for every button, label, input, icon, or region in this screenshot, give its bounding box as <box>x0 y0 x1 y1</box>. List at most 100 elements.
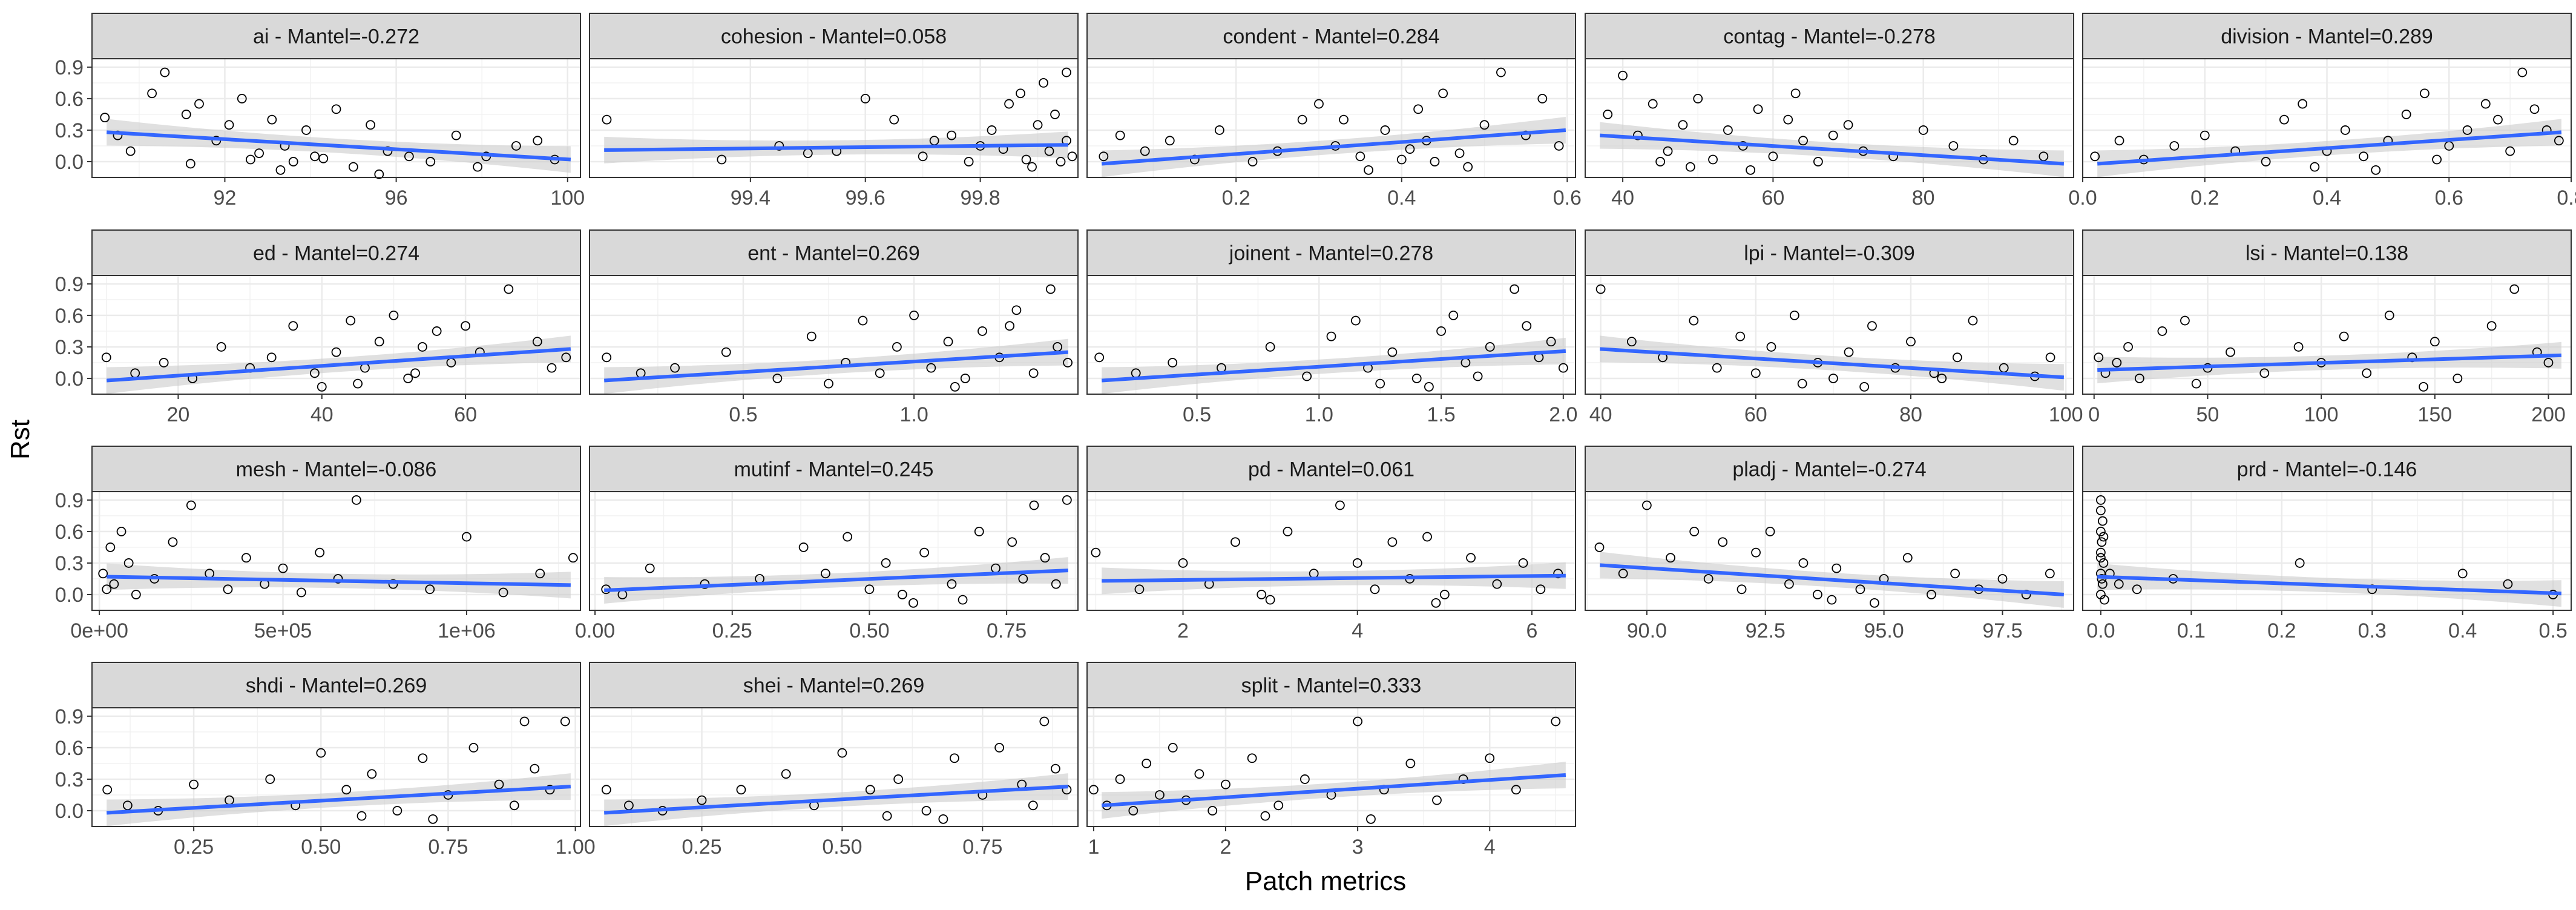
data-point <box>960 374 970 383</box>
data-point <box>1536 584 1546 595</box>
x-tick-label: 1.00 <box>556 836 596 859</box>
data-point <box>1551 716 1561 727</box>
data-point <box>1208 806 1218 816</box>
data-point <box>1952 352 1962 363</box>
data-point <box>2099 595 2109 605</box>
data-point <box>2298 99 2308 109</box>
data-point <box>1473 371 1483 381</box>
data-point <box>1007 537 1017 547</box>
panel-plot-area <box>1087 492 1576 610</box>
y-tick-label: 0.6 <box>55 88 84 111</box>
panel-border <box>589 707 1079 827</box>
data-point <box>1448 311 1459 320</box>
panel-strip <box>91 13 581 59</box>
panel-strip <box>1086 662 1576 708</box>
data-point <box>1746 165 1756 175</box>
data-point <box>1918 125 1928 135</box>
data-point <box>919 547 930 558</box>
data-point <box>1485 342 1495 352</box>
panel-border <box>1086 275 1576 395</box>
data-point <box>102 785 113 795</box>
data-point <box>2132 584 2142 595</box>
x-tick-label: 0.00 <box>575 619 615 642</box>
data-point <box>1021 154 1031 165</box>
x-tick-label: 1e+06 <box>438 619 496 642</box>
x-tick-label: 20 <box>166 403 189 426</box>
data-point <box>1689 315 1699 326</box>
data-point <box>1723 125 1733 135</box>
panel-title: ai - Mantel=-0.272 <box>253 25 419 48</box>
data-point <box>1063 358 1073 368</box>
data-point <box>2554 136 2564 146</box>
x-tick-label: 60 <box>454 403 477 426</box>
data-point <box>404 151 414 162</box>
data-point <box>246 154 255 165</box>
data-point <box>494 779 504 790</box>
data-point <box>843 532 853 542</box>
data-point <box>346 315 356 326</box>
data-point <box>1492 579 1502 589</box>
trend-line <box>604 569 1068 593</box>
data-point <box>2543 358 2554 368</box>
x-tick-label: 1.0 <box>899 403 928 426</box>
y-tick-label: 0.9 <box>55 705 84 728</box>
data-point <box>101 352 111 363</box>
y-tick-label: 0.3 <box>55 336 84 359</box>
data-point <box>1005 321 1015 331</box>
x-tick-label: 97.5 <box>1982 619 2022 642</box>
data-point <box>2359 151 2368 162</box>
x-tick-label: 0.50 <box>301 836 341 859</box>
data-point <box>216 342 226 352</box>
data-point <box>717 154 727 165</box>
data-point <box>2123 342 2133 352</box>
data-point <box>1257 590 1267 599</box>
x-tick-label: 0.4 <box>1387 186 1416 209</box>
data-point <box>1247 157 1258 167</box>
data-point <box>315 547 325 558</box>
data-point <box>504 284 514 294</box>
x-tick-label: 0.3 <box>2358 619 2387 642</box>
trend-line <box>604 785 1069 815</box>
x-tick-label: 100 <box>2304 403 2339 426</box>
x-tick-label: 0.5 <box>729 403 757 426</box>
data-point <box>1380 125 1390 135</box>
data-point <box>908 598 918 608</box>
data-point <box>1867 321 1877 331</box>
y-axis-title: Rst <box>5 420 35 460</box>
panel-title: mesh - Mantel=-0.086 <box>236 458 437 481</box>
data-point <box>2340 125 2350 135</box>
data-point <box>602 352 612 363</box>
x-tick-label: 99.8 <box>961 186 1000 209</box>
data-point <box>1438 88 1448 99</box>
data-point <box>1366 814 1376 824</box>
panel-mesh: mesh - Mantel=-0.086 0e+00 5e+05 1e+06 0.0 0.… <box>55 446 581 642</box>
data-point <box>964 157 974 167</box>
data-point <box>159 358 169 368</box>
x-tick-label: 92 <box>214 186 237 209</box>
data-point <box>2045 352 2055 363</box>
data-point <box>1044 146 1054 156</box>
panel-border <box>2082 491 2572 611</box>
data-point <box>1735 331 1746 341</box>
data-point <box>1485 753 1495 763</box>
x-tick-label: 100 <box>550 186 585 209</box>
data-point <box>122 800 133 811</box>
data-point <box>1827 595 1837 605</box>
x-tick-label: 99.6 <box>846 186 886 209</box>
data-point <box>266 352 277 363</box>
data-point <box>265 774 275 784</box>
data-point <box>2529 104 2540 114</box>
panel-title: cohesion - Mantel=0.058 <box>721 25 947 48</box>
data-point <box>2180 315 2190 326</box>
y-tick-label: 0.0 <box>55 800 84 823</box>
data-point <box>1844 347 1854 357</box>
data-point <box>1140 146 1150 156</box>
data-point <box>1466 553 1476 563</box>
data-point <box>189 779 199 790</box>
x-tick-label: 2 <box>1220 836 1232 859</box>
data-point <box>1039 77 1048 88</box>
y-tick-label: 0.6 <box>55 521 84 544</box>
panel-strip <box>1585 446 2074 492</box>
panel-strip <box>2082 446 2572 492</box>
data-point <box>798 542 809 552</box>
